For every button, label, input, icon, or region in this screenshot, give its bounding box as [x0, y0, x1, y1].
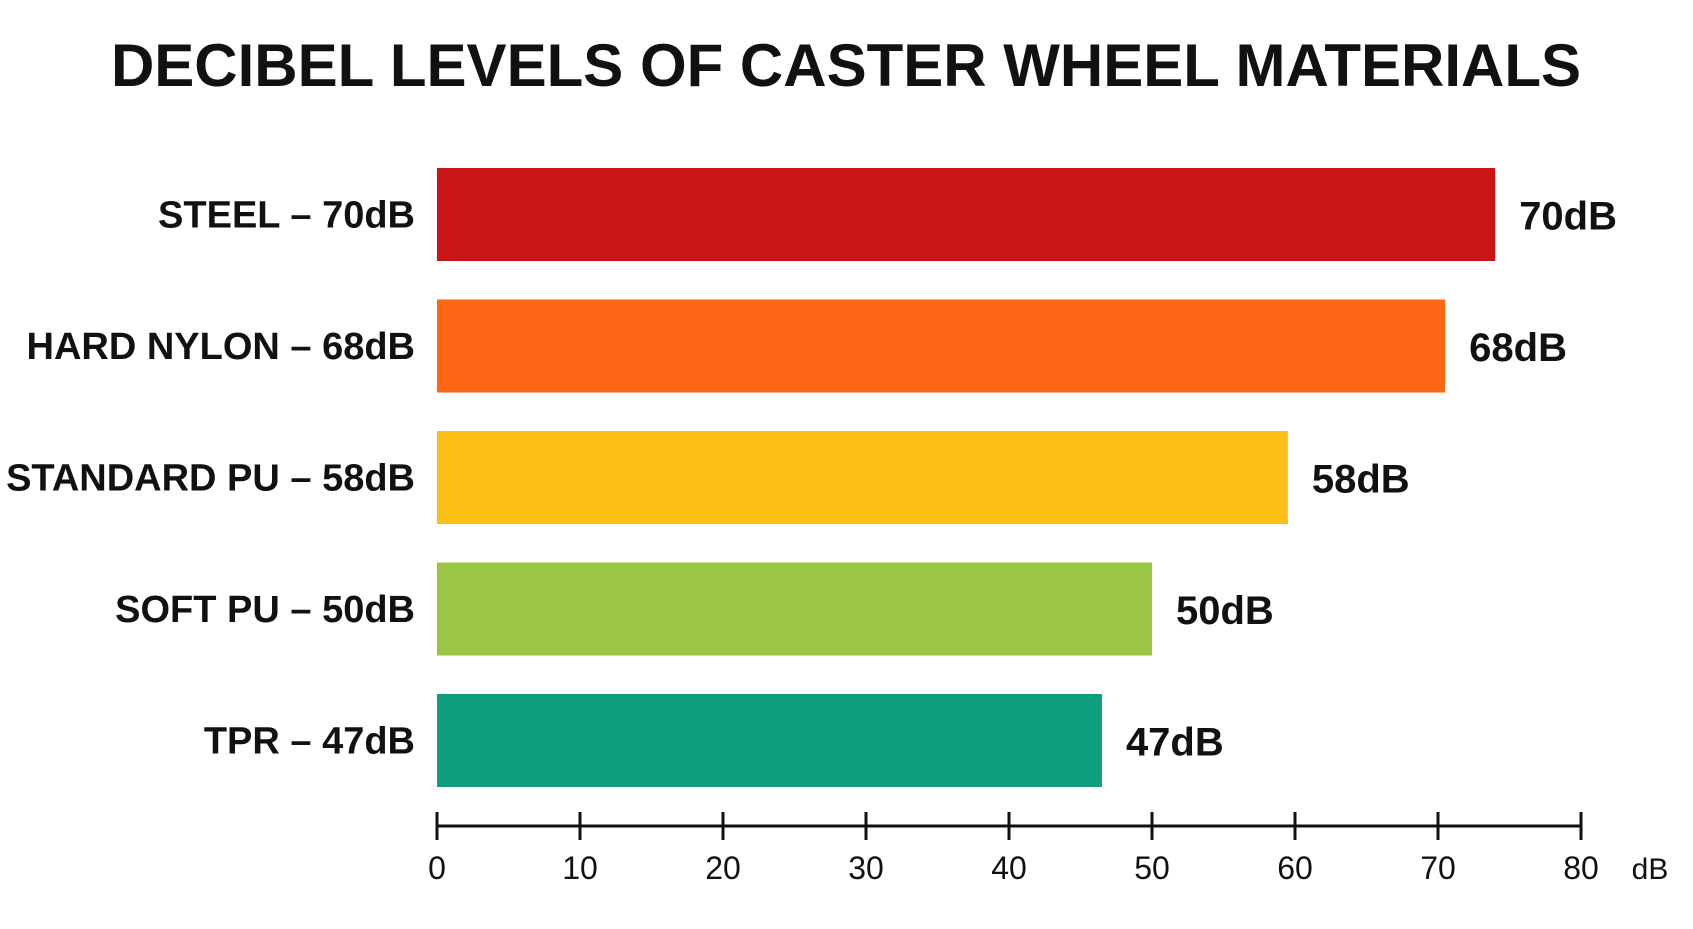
bar-row: STEEL – 70dB 70dB	[158, 168, 1617, 261]
x-axis-ticks: 0 10 20 30 40 50 60 70 80	[428, 812, 1599, 886]
data-label: 47dB	[1126, 721, 1224, 765]
bars-group: STEEL – 70dB 70dB HARD NYLON – 68dB 68dB STA…	[6, 168, 1617, 787]
chart-title: DECIBEL LEVELS OF CASTER WHEEL MATERIALS	[111, 32, 1581, 99]
x-axis: 0 10 20 30 40 50 60 70 80 dB	[428, 812, 1668, 886]
bar-row: SOFT PU – 50dB 50dB	[115, 562, 1274, 656]
bar-row: HARD NYLON – 68dB 68dB	[27, 299, 1567, 393]
data-label: 58dB	[1312, 458, 1410, 502]
bar	[437, 168, 1496, 261]
x-axis-unit-label: dB	[1632, 853, 1669, 886]
x-tick-label: 70	[1420, 850, 1456, 886]
bar-row: TPR – 47dB 47dB	[204, 694, 1224, 787]
category-label: HARD NYLON – 68dB	[27, 326, 416, 368]
data-label: 68dB	[1469, 326, 1567, 370]
category-label: STEEL – 70dB	[158, 195, 415, 237]
x-tick-label: 50	[1134, 850, 1170, 886]
bar	[437, 431, 1288, 524]
x-tick-label: 80	[1563, 850, 1599, 886]
x-tick-label: 40	[991, 850, 1027, 886]
bar	[437, 562, 1152, 656]
x-tick-label: 20	[705, 850, 741, 886]
category-label: TPR – 47dB	[204, 721, 415, 763]
bar-row: STANDARD PU – 58dB 58dB	[6, 431, 1410, 524]
x-tick-label: 30	[848, 850, 884, 886]
bar	[437, 694, 1102, 787]
x-tick-label: 0	[428, 850, 446, 886]
data-label: 50dB	[1176, 589, 1274, 633]
category-label: SOFT PU – 50dB	[115, 589, 415, 631]
category-label: STANDARD PU – 58dB	[6, 458, 415, 500]
x-tick-label: 10	[562, 850, 598, 886]
bar	[437, 299, 1446, 393]
x-tick-label: 60	[1277, 850, 1313, 886]
data-label: 70dB	[1519, 195, 1617, 239]
